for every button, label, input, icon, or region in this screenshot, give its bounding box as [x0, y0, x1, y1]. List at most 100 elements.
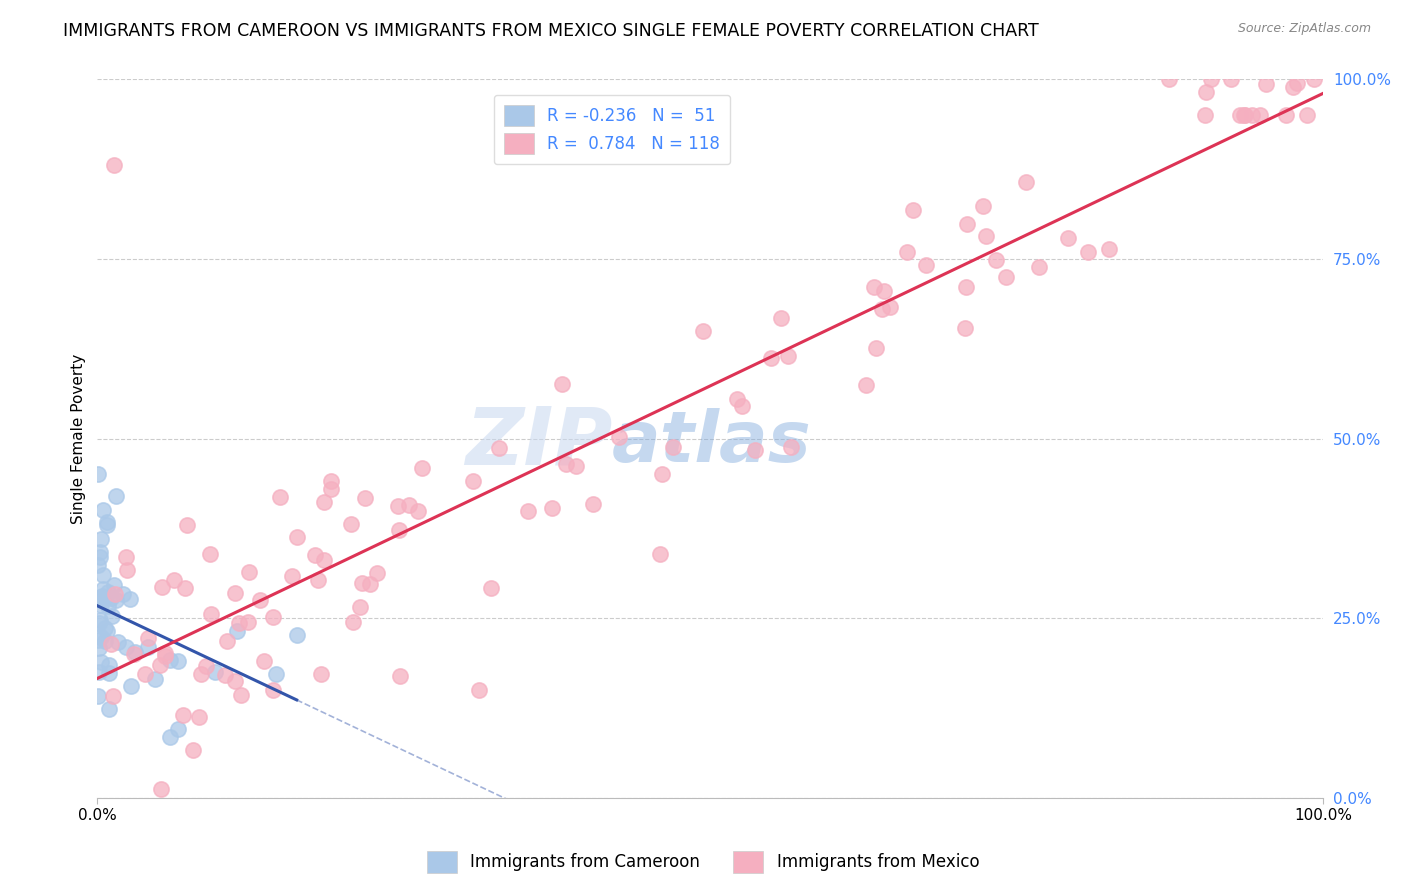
Point: [319, 474, 342, 488]
Point: [136, 640, 159, 655]
Point: [224, 586, 246, 600]
Point: [725, 392, 748, 406]
Point: [200, 547, 222, 561]
Point: [117, 563, 139, 577]
Point: [692, 324, 714, 338]
Point: [304, 548, 326, 562]
Point: [517, 504, 540, 518]
Point: [314, 495, 336, 509]
Point: [551, 377, 574, 392]
Point: [181, 742, 204, 756]
Point: [97, 657, 120, 672]
Point: [134, 667, 156, 681]
Point: [353, 491, 375, 506]
Point: [312, 553, 335, 567]
Point: [97, 599, 120, 613]
Point: [159, 653, 181, 667]
Point: [94, 621, 117, 635]
Point: [651, 467, 673, 481]
Point: [143, 672, 166, 686]
Point: [214, 667, 236, 681]
Point: [91, 503, 114, 517]
Point: [776, 349, 799, 363]
Text: Source: ZipAtlas.com: Source: ZipAtlas.com: [1237, 22, 1371, 36]
Point: [541, 501, 564, 516]
Point: [488, 441, 510, 455]
Point: [236, 615, 259, 630]
Point: [744, 442, 766, 457]
Point: [955, 279, 977, 293]
Point: [554, 457, 576, 471]
Point: [870, 301, 893, 316]
Point: [87, 665, 110, 679]
Point: [281, 569, 304, 583]
Point: [342, 615, 364, 630]
Point: [87, 467, 110, 482]
Point: [468, 683, 491, 698]
Point: [307, 573, 329, 587]
Point: [901, 203, 924, 218]
Point: [359, 576, 381, 591]
Point: [411, 460, 433, 475]
Point: [89, 545, 111, 559]
Point: [89, 640, 111, 655]
Point: [155, 649, 177, 664]
Point: [1232, 108, 1254, 122]
Point: [779, 440, 801, 454]
Point: [87, 632, 110, 647]
Point: [87, 558, 110, 572]
Point: [103, 158, 125, 172]
Point: [1274, 108, 1296, 122]
Point: [731, 399, 754, 413]
Point: [319, 482, 342, 496]
Text: ZIP: ZIP: [465, 403, 612, 481]
Point: [120, 591, 142, 606]
Point: [1015, 175, 1038, 189]
Point: [1282, 79, 1305, 94]
Legend: Immigrants from Cameroon, Immigrants from Mexico: Immigrants from Cameroon, Immigrants fro…: [420, 845, 986, 880]
Point: [98, 702, 121, 716]
Point: [1159, 72, 1181, 87]
Point: [87, 690, 110, 704]
Point: [1194, 108, 1216, 122]
Point: [89, 616, 111, 631]
Point: [285, 627, 308, 641]
Point: [994, 269, 1017, 284]
Point: [150, 580, 173, 594]
Point: [96, 517, 118, 532]
Point: [105, 489, 128, 503]
Point: [607, 430, 630, 444]
Point: [855, 378, 877, 392]
Point: [228, 615, 250, 630]
Point: [352, 576, 374, 591]
Point: [90, 590, 112, 604]
Point: [163, 573, 186, 587]
Point: [104, 587, 127, 601]
Point: [101, 689, 124, 703]
Point: [1296, 108, 1319, 122]
Point: [253, 654, 276, 668]
Point: [89, 550, 111, 565]
Point: [107, 635, 129, 649]
Point: [172, 707, 194, 722]
Point: [914, 258, 936, 272]
Point: [1249, 108, 1271, 122]
Point: [873, 285, 896, 299]
Point: [89, 613, 111, 627]
Point: [398, 498, 420, 512]
Point: [1199, 72, 1222, 87]
Point: [974, 228, 997, 243]
Point: [204, 665, 226, 680]
Point: [238, 565, 260, 579]
Point: [153, 646, 176, 660]
Point: [114, 640, 136, 655]
Point: [1240, 108, 1263, 122]
Point: [96, 624, 118, 638]
Point: [90, 598, 112, 612]
Point: [225, 624, 247, 638]
Point: [167, 722, 190, 736]
Point: [896, 244, 918, 259]
Point: [863, 280, 886, 294]
Point: [96, 515, 118, 529]
Point: [770, 311, 793, 326]
